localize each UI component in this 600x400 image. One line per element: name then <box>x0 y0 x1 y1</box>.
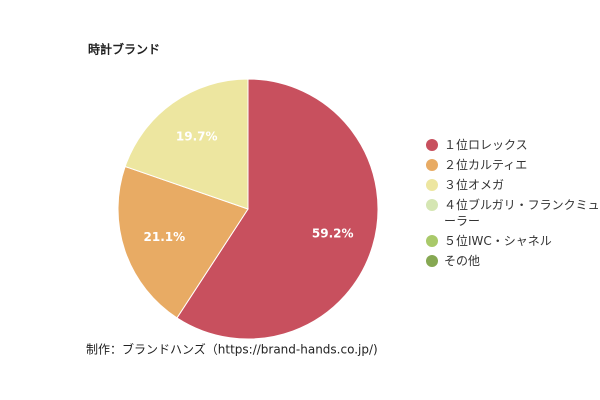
legend-label: ４位ブルガリ・フランクミューラー <box>444 198 600 228</box>
pie-slice <box>176 78 379 340</box>
legend-label: １位ロレックス <box>444 138 528 152</box>
data-label: 19.7% <box>176 129 218 143</box>
legend-marker <box>426 255 438 267</box>
data-label: 21.1% <box>144 230 186 244</box>
pie-slice <box>124 78 249 210</box>
legend-marker <box>426 199 438 211</box>
legend-marker <box>426 235 438 247</box>
data-label: 59.2% <box>312 227 354 241</box>
legend-label: ５位IWC・シャネル <box>444 234 552 248</box>
legend-marker <box>426 139 438 151</box>
source-note: 制作：ブランドハンズ（https://brand-hands.co.jp/) <box>86 342 378 357</box>
legend-label: ２位カルティエ <box>444 158 528 172</box>
legend-label: その他 <box>444 254 481 268</box>
legend-item[interactable]: ４位ブルガリ・フランクミューラー <box>424 197 600 229</box>
chart-title: 時計ブランド <box>88 42 160 57</box>
legend-item[interactable]: ３位オメガ <box>424 177 600 193</box>
legend-item[interactable]: ５位IWC・シャネル <box>424 233 600 249</box>
legend-label: ３位オメガ <box>444 178 505 192</box>
pie-slice <box>117 165 249 319</box>
legend-marker <box>426 179 438 191</box>
legend-item[interactable]: その他 <box>424 253 600 269</box>
legend-marker <box>426 159 438 171</box>
legend-item[interactable]: ２位カルティエ <box>424 157 600 173</box>
legend-item[interactable]: １位ロレックス <box>424 137 600 153</box>
legend: １位ロレックス ２位カルティエ ３位オメガ ４位ブルガリ・フランクミューラー ５位IWC… <box>424 137 600 273</box>
